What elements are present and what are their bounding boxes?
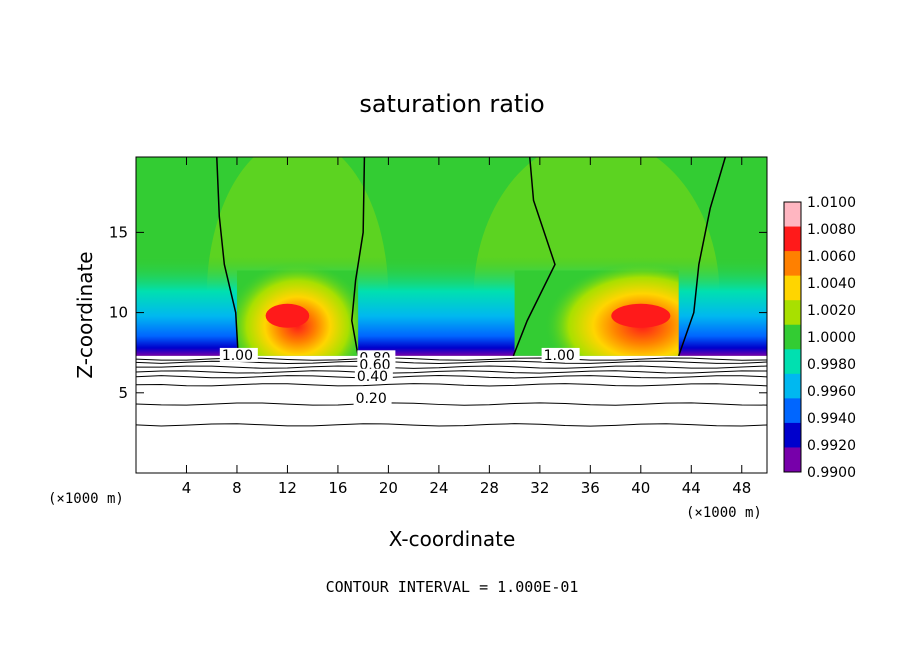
x-axis-label: X-coordinate [389, 527, 516, 551]
colorbar-label: 1.0040 [807, 276, 856, 292]
y-tick-label: 5 [118, 384, 128, 402]
contour-label: 1.00 [544, 348, 575, 364]
contour-label-bg [354, 368, 393, 383]
contour-label-bg [353, 391, 392, 406]
y-axis-label: Z-coordinate [73, 251, 97, 378]
colorbar-swatch [784, 300, 801, 326]
y-axis-unit: (×1000 m) [48, 491, 124, 507]
contour-line [136, 402, 767, 406]
colorbar-label: 1.0000 [807, 330, 856, 346]
plume-gradient [236, 248, 359, 356]
x-tick-label: 8 [232, 479, 242, 497]
x-tick-label: 20 [379, 479, 398, 497]
colorbar-label: 1.0080 [807, 222, 856, 238]
colorbar-label: 1.0060 [807, 249, 856, 265]
plume-gradient [514, 248, 679, 356]
x-tick-label: 36 [581, 479, 600, 497]
colorbar-label: 0.9900 [807, 465, 856, 481]
x-tick-label: 32 [530, 479, 549, 497]
contour-label: 1.00 [222, 348, 253, 364]
contour-line [136, 370, 767, 374]
supersaturated-plume-1 [236, 248, 359, 356]
x-tick-label: 24 [429, 479, 448, 497]
contour-label: 0.20 [356, 391, 387, 407]
x-tick-label: 4 [182, 479, 192, 497]
x-tick-label: 16 [328, 479, 347, 497]
x-tick-label: 44 [682, 479, 701, 497]
plume-peak [611, 303, 671, 328]
x-tick-label: 12 [278, 479, 297, 497]
plume-peak [265, 303, 310, 328]
contour-label: 0.40 [357, 369, 388, 385]
contour-1-00-boundary-2 [351, 157, 366, 357]
contour-line [136, 423, 767, 427]
contour-label-bg [541, 347, 580, 362]
x-tick-label: 40 [631, 479, 650, 497]
colorbar-swatch [784, 422, 801, 448]
colorbar-swatch [784, 251, 801, 277]
colorbar-label: 1.0020 [807, 303, 856, 319]
plot-frame [135, 156, 768, 474]
contour-1-00-boundary-1 [216, 157, 239, 356]
colorbar-label: 0.9940 [807, 411, 856, 427]
contour-interval-note: CONTOUR INTERVAL = 1.000E-01 [326, 578, 579, 596]
y-tick-label: 15 [109, 223, 128, 241]
colorbar-label: 1.0100 [807, 195, 856, 211]
colorbar-label: 0.9980 [807, 357, 856, 373]
colorbar-label: 0.9920 [807, 438, 856, 454]
below-cloud-region [136, 355, 767, 473]
contour-line [136, 365, 767, 369]
contour-1-00-boundary-4 [677, 157, 727, 357]
colorbar-swatch [784, 373, 801, 399]
supersaturated-plume-2 [514, 248, 679, 356]
contour-label-bg [219, 347, 258, 362]
colorbar-swatch [784, 275, 801, 301]
colorbar-frame [783, 201, 802, 473]
x-tick-label: 48 [732, 479, 751, 497]
chart-title: saturation ratio [359, 90, 544, 118]
colorbar-swatch [784, 349, 801, 375]
contour-line [136, 383, 767, 387]
contour-label-bg [357, 357, 396, 372]
colorbar-swatch [784, 226, 801, 252]
y-tick-label: 10 [109, 304, 128, 322]
colorbar-swatch [784, 447, 801, 473]
colorbar-swatch [784, 324, 801, 350]
colorbar-label: 0.9960 [807, 384, 856, 400]
x-tick-label: 28 [480, 479, 499, 497]
x-axis-unit: (×1000 m) [686, 505, 762, 521]
colorbar-swatch [784, 202, 801, 228]
colorbar-swatch [784, 398, 801, 424]
contour-line [136, 375, 767, 379]
contour-1-00-boundary-3 [512, 157, 556, 357]
